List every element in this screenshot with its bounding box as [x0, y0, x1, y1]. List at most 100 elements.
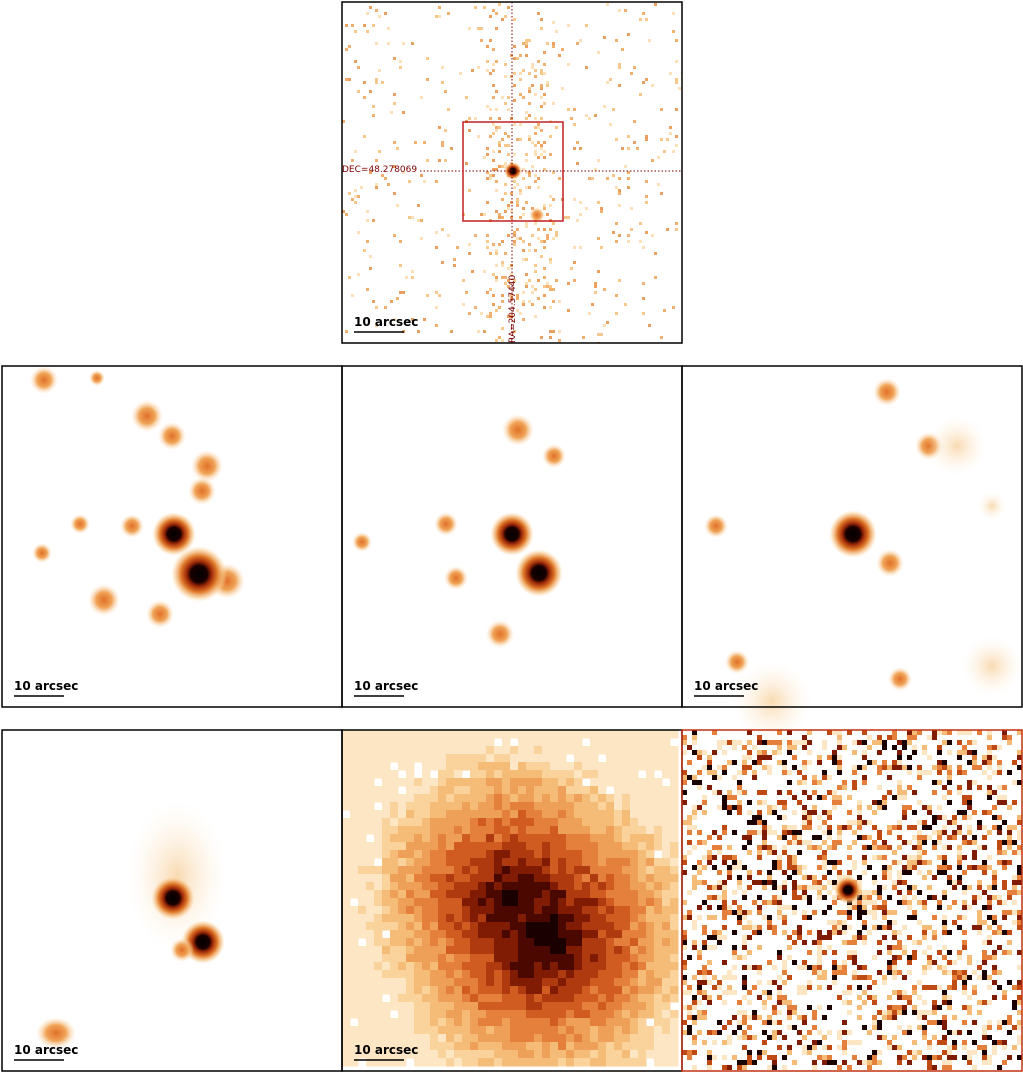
pixel: [747, 840, 752, 845]
pixel: [454, 970, 463, 979]
pixel: [504, 192, 507, 195]
pixel: [646, 850, 655, 859]
pixel: [483, 270, 486, 273]
source: [873, 378, 901, 406]
pixel: [507, 204, 510, 207]
pixel: [782, 965, 787, 970]
pixel: [446, 802, 455, 811]
pixel: [398, 850, 407, 859]
pixel: [932, 730, 937, 735]
pixel: [542, 762, 551, 771]
pixel: [372, 105, 375, 108]
pixel: [622, 874, 631, 883]
pixel: [892, 760, 897, 765]
pixel: [967, 800, 972, 805]
pixel: [438, 6, 441, 9]
pixel: [742, 1010, 747, 1015]
pixel: [542, 978, 551, 987]
pixel: [1017, 1055, 1022, 1060]
pixel: [812, 810, 817, 815]
pixel: [862, 925, 867, 930]
pixel: [414, 922, 423, 931]
pixel: [518, 746, 527, 755]
pixel: [513, 153, 516, 156]
pixel: [390, 300, 393, 303]
pixel: [430, 954, 439, 963]
pixel: [478, 954, 487, 963]
pixel: [518, 818, 527, 827]
pixel: [727, 910, 732, 915]
pixel: [982, 1060, 987, 1065]
pixel: [558, 339, 561, 342]
pixel: [732, 910, 737, 915]
pixel: [598, 978, 607, 987]
pixel: [606, 1010, 615, 1019]
pixel: [882, 1035, 887, 1040]
pixel: [406, 954, 415, 963]
pixel: [802, 990, 807, 995]
pixel: [518, 1042, 527, 1051]
pixel: [767, 875, 772, 880]
pixel: [832, 730, 837, 735]
pixel: [374, 738, 383, 747]
pixel: [495, 108, 498, 111]
pixel: [702, 940, 707, 945]
pixel: [897, 875, 902, 880]
pixel: [518, 810, 527, 819]
pixel: [590, 1058, 599, 1067]
pixel: [767, 1015, 772, 1020]
pixel: [897, 860, 902, 865]
pixel: [454, 1042, 463, 1051]
pixel: [398, 874, 407, 883]
pixel: [662, 770, 671, 779]
pixel: [702, 765, 707, 770]
pixel: [518, 762, 527, 771]
pixel: [438, 826, 447, 835]
pixel: [932, 840, 937, 845]
pixel: [470, 978, 479, 987]
pixel: [606, 802, 615, 811]
pixel: [682, 990, 687, 995]
pixel: [406, 754, 415, 763]
pixel: [566, 826, 575, 835]
pixel: [742, 845, 747, 850]
pixel: [350, 1050, 359, 1059]
pixel: [406, 1050, 415, 1059]
pixel: [454, 1002, 463, 1011]
pixel: [494, 762, 503, 771]
pixel: [495, 90, 498, 93]
pixel: [987, 900, 992, 905]
pixel: [566, 1058, 575, 1067]
pixel: [518, 858, 527, 867]
pixel: [897, 825, 902, 830]
pixel: [982, 865, 987, 870]
pixel: [374, 1058, 383, 1067]
scale-label: 10 arcsec: [694, 679, 758, 693]
pixel: [542, 906, 551, 915]
pixel: [350, 810, 359, 819]
pixel: [406, 962, 415, 971]
pixel: [406, 786, 415, 795]
pixel: [670, 970, 679, 979]
pixel: [354, 195, 357, 198]
pixel: [574, 954, 583, 963]
pixel: [351, 294, 354, 297]
pixel: [638, 810, 647, 819]
pixel: [444, 90, 447, 93]
pixel: [752, 760, 757, 765]
pixel: [550, 1058, 559, 1067]
pixel: [947, 1000, 952, 1005]
pixel: [852, 970, 857, 975]
pixel: [526, 946, 535, 955]
pixel: [792, 810, 797, 815]
pixel: [393, 165, 396, 168]
pixel: [797, 1030, 802, 1035]
pixel: [987, 1055, 992, 1060]
pixel: [862, 750, 867, 755]
pixel: [435, 180, 438, 183]
pixel: [687, 990, 692, 995]
pixel: [501, 261, 504, 264]
pixel: [630, 762, 639, 771]
pixel: [398, 898, 407, 907]
pixel: [982, 975, 987, 980]
